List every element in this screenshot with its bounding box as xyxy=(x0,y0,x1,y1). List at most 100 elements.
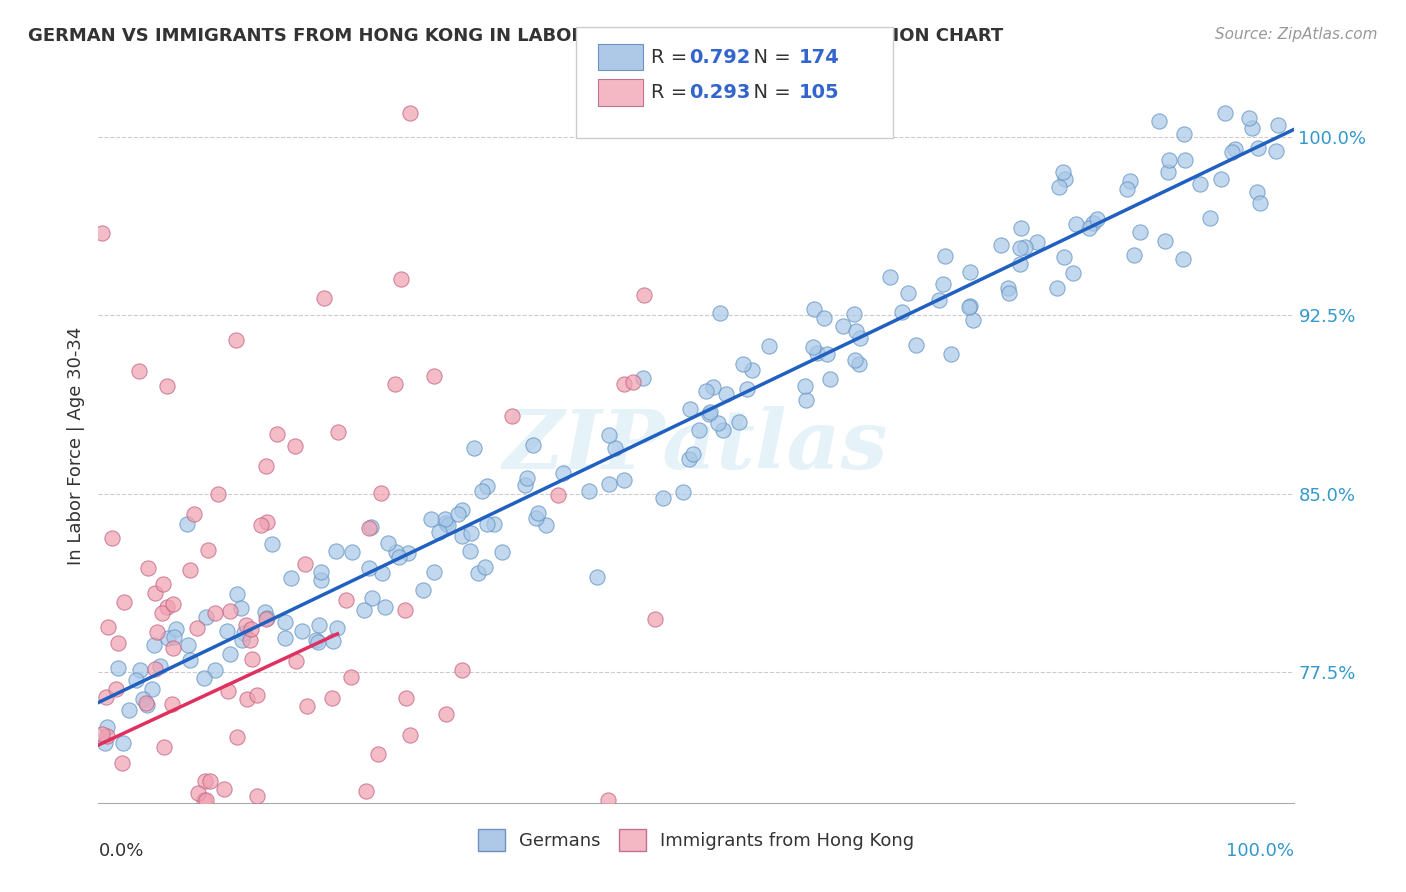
Point xyxy=(124,811,146,825)
Point xyxy=(997,281,1019,295)
Point xyxy=(291,624,314,639)
Point xyxy=(1189,177,1212,191)
Point xyxy=(842,307,865,321)
Point xyxy=(890,304,912,318)
Point xyxy=(97,620,120,634)
Text: 0.293: 0.293 xyxy=(689,83,751,103)
Point xyxy=(219,647,242,661)
Point xyxy=(1265,144,1288,158)
Point xyxy=(96,729,118,743)
Point xyxy=(845,324,868,338)
Point xyxy=(450,663,472,677)
Point xyxy=(240,622,263,636)
Point xyxy=(633,288,655,302)
Point xyxy=(142,639,165,653)
Point xyxy=(844,352,866,367)
Point xyxy=(475,517,498,532)
Point xyxy=(246,789,269,804)
Point xyxy=(94,690,117,705)
Point xyxy=(702,380,724,394)
Point xyxy=(298,864,321,879)
Point xyxy=(633,371,655,385)
Point xyxy=(231,600,253,615)
Point xyxy=(735,382,758,396)
Point xyxy=(394,603,416,617)
Point xyxy=(1246,141,1268,155)
Point xyxy=(136,560,159,574)
Point xyxy=(354,784,377,798)
Point xyxy=(249,517,271,532)
Point xyxy=(200,774,222,789)
Point xyxy=(471,483,494,498)
Text: ZIPatlas: ZIPatlas xyxy=(503,406,889,486)
Text: 0.792: 0.792 xyxy=(689,47,751,67)
Point xyxy=(256,610,278,624)
Point xyxy=(1154,235,1177,249)
Point xyxy=(458,544,481,558)
Point xyxy=(513,478,536,492)
Point xyxy=(107,636,129,650)
Point xyxy=(679,402,702,417)
Point xyxy=(141,681,163,696)
Point xyxy=(384,377,406,392)
Point xyxy=(314,291,336,305)
Point xyxy=(1077,220,1099,235)
Point xyxy=(932,277,955,292)
Point xyxy=(460,525,482,540)
Point xyxy=(156,600,179,615)
Point xyxy=(388,550,411,565)
Point xyxy=(145,585,167,599)
Point xyxy=(613,377,636,392)
Point xyxy=(1246,185,1268,199)
Point xyxy=(1267,119,1289,133)
Point xyxy=(1052,165,1074,179)
Point xyxy=(697,407,720,421)
Point xyxy=(153,739,176,754)
Point xyxy=(295,699,318,714)
Point xyxy=(644,612,666,626)
Point xyxy=(359,521,381,535)
Point xyxy=(94,736,117,750)
Point xyxy=(1211,172,1233,186)
Point xyxy=(1010,241,1032,255)
Point xyxy=(321,690,343,705)
Point xyxy=(651,491,673,506)
Point xyxy=(371,566,394,580)
Text: 174: 174 xyxy=(799,47,839,67)
Point xyxy=(274,632,297,646)
Point xyxy=(527,506,550,520)
Point xyxy=(727,415,749,429)
Point xyxy=(524,511,547,525)
Point xyxy=(96,720,118,734)
Point xyxy=(156,379,179,393)
Point xyxy=(534,518,557,533)
Point xyxy=(547,488,569,502)
Point xyxy=(522,438,544,452)
Point xyxy=(179,652,201,666)
Point xyxy=(423,369,446,384)
Point xyxy=(260,536,283,550)
Point xyxy=(291,806,314,821)
Point xyxy=(959,299,981,313)
Point xyxy=(1064,217,1087,231)
Point xyxy=(482,516,505,531)
Point xyxy=(150,606,173,620)
Point xyxy=(254,458,277,473)
Point xyxy=(832,319,855,334)
Point xyxy=(162,597,184,611)
Point xyxy=(962,312,984,326)
Point xyxy=(339,670,361,684)
Point xyxy=(433,511,456,525)
Point xyxy=(118,703,141,717)
Point xyxy=(603,441,626,455)
Point xyxy=(1198,211,1220,226)
Point xyxy=(240,652,263,666)
Point xyxy=(285,654,308,668)
Point xyxy=(111,756,134,771)
Point xyxy=(340,545,363,559)
Point xyxy=(1213,106,1236,120)
Point xyxy=(551,466,574,480)
Point xyxy=(1159,153,1181,167)
Point xyxy=(578,484,600,499)
Point xyxy=(91,226,114,240)
